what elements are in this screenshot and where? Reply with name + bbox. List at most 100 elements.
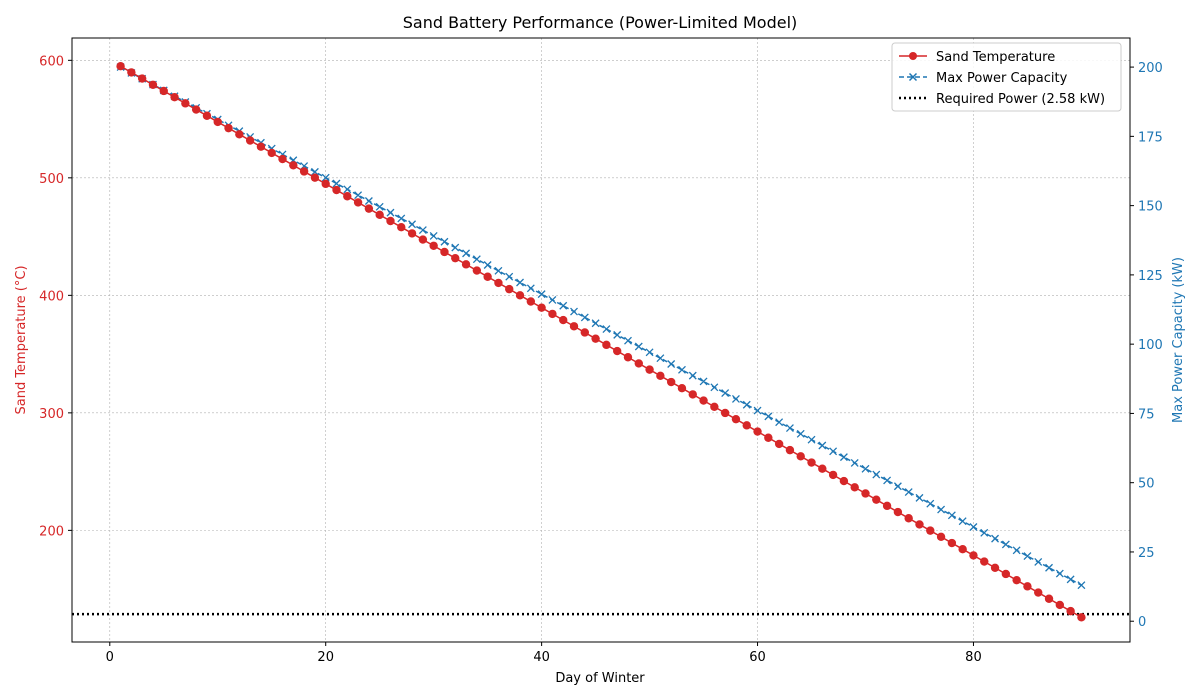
max-power-point [570,307,578,316]
max-power-point [483,261,492,269]
max-power-point [1066,575,1075,584]
sand-temperature-point [202,111,212,120]
legend-entry-required-power: Required Power (2.58 kW) [899,92,1105,107]
sand-temperature-point [569,322,579,331]
sand-temperature-point [224,123,233,133]
sand-temperature-point [904,514,913,523]
max-power-point [980,528,989,537]
max-power-point [440,237,449,246]
max-power-point [613,330,622,339]
max-power-point [883,476,892,485]
max-power-point [386,208,395,217]
max-power-point [537,290,546,299]
sand-temperature-point [926,526,935,535]
max-power-point [818,441,827,450]
sand-temperature-point [559,315,568,325]
max-power-point [1023,552,1032,561]
sand-temperature-point [418,235,428,244]
sand-temperature-point [451,253,460,263]
sand-temperature-point [407,229,417,238]
max-power-point [699,377,708,386]
sand-temperature-point [828,470,838,480]
sand-temperature-point [526,297,536,306]
sand-temperature-point [235,130,244,139]
sand-temperature-point [634,359,643,368]
max-power-point [775,418,784,427]
sand-temperature-point [850,483,859,492]
sand-temperature-point [958,545,967,554]
sand-temperature-point [677,384,687,393]
sand-temperature-point [181,99,190,108]
max-power-point [742,400,751,409]
sand-temperature-point [839,476,849,486]
sand-temperature-point [289,161,298,170]
sand-temperature-point [548,309,557,319]
max-power-capacity-line [120,66,1082,586]
sand-temperature-point [537,303,546,312]
max-power-point [667,360,676,368]
max-power-point [958,517,967,526]
sand-temperature-point [623,353,633,362]
sand-temperature-point [731,414,741,424]
sand-temperature-point [742,421,751,430]
max-power-point [947,511,956,520]
right-y-tick-label: 175 [1138,130,1163,145]
max-power-point [591,319,600,328]
sand-temperature-point [980,557,989,566]
sand-temperature-point [936,532,946,542]
max-power-point [624,336,632,345]
max-power-point [991,534,1000,543]
max-power-point [710,383,719,392]
max-power-point [418,226,427,235]
max-power-point [1045,563,1053,572]
max-power-point [937,505,946,514]
sand-temperature-point [710,402,719,411]
max-power-point [861,464,870,473]
sand-temperature-point [969,551,978,560]
sand-temperature-point [148,80,158,89]
sand-temperature-point [353,198,363,207]
x-axis-title: Day of Winter [555,671,645,686]
sand-temperature-point [1034,588,1043,597]
max-power-point [634,342,643,351]
sand-temperature-point [796,452,805,461]
sand-temperature-point [818,464,827,473]
left-y-tick-label: 600 [39,54,64,69]
sand-temperature-point [882,501,892,511]
sand-temperature-point [591,334,600,343]
max-power-point [764,412,773,421]
sand-temperature-point [299,167,309,176]
sand-temperature-point [1055,600,1065,610]
max-power-point [753,406,762,415]
sand-temperature-point [245,136,255,145]
max-power-point [678,365,686,374]
left-y-tick-label: 300 [39,407,64,422]
sand-temperature-point [364,204,374,213]
sand-temperature-point [688,390,697,399]
sand-temperature-point [774,439,784,449]
sand-temperature-point [505,284,514,294]
sand-temperature-point [397,223,406,232]
max-power-point [904,488,913,497]
sand-temperature-point [785,445,795,455]
max-power-point [397,214,406,223]
sand-temperature-point [256,142,266,151]
max-power-point [1055,569,1064,578]
sand-temperature-point [278,154,287,164]
max-power-point [1001,540,1010,549]
sand-temperature-point [386,216,395,226]
max-power-point [893,482,902,491]
sand-temperature-point [612,346,622,356]
sand-temperature-point [1066,606,1075,616]
right-y-tick-label: 25 [1138,546,1155,561]
axes-group: 0 20 40 60 80 200 300 400 500 600 0 25 50 75 100 125 150… [39,54,1163,665]
sand-temperature-point [893,507,903,517]
max-power-point [505,272,514,281]
sand-temperature-point [375,210,384,220]
x-tick-label: 20 [317,650,334,665]
max-power-point [451,243,460,252]
sand-temperature-point [472,266,482,275]
legend: Sand Temperature Max Power Capacity Requ… [891,42,1122,112]
sand-temperature-point [332,185,341,195]
